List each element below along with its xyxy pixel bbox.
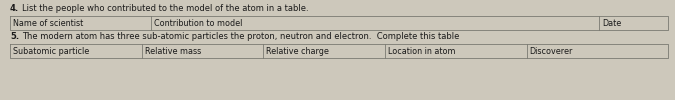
- Text: Relative mass: Relative mass: [144, 46, 201, 56]
- Text: Location in atom: Location in atom: [388, 46, 456, 56]
- Text: The modern atom has three sub-atomic particles the proton, neutron and electron.: The modern atom has three sub-atomic par…: [22, 32, 460, 41]
- Text: Name of scientist: Name of scientist: [13, 18, 83, 28]
- Text: 5.: 5.: [10, 32, 19, 41]
- Text: Discoverer: Discoverer: [529, 46, 573, 56]
- Text: Contribution to model: Contribution to model: [155, 18, 243, 28]
- Text: Subatomic particle: Subatomic particle: [13, 46, 89, 56]
- Text: 4.: 4.: [10, 4, 19, 13]
- Text: Relative charge: Relative charge: [267, 46, 329, 56]
- Text: Date: Date: [602, 18, 621, 28]
- Text: List the people who contributed to the model of the atom in a table.: List the people who contributed to the m…: [22, 4, 308, 13]
